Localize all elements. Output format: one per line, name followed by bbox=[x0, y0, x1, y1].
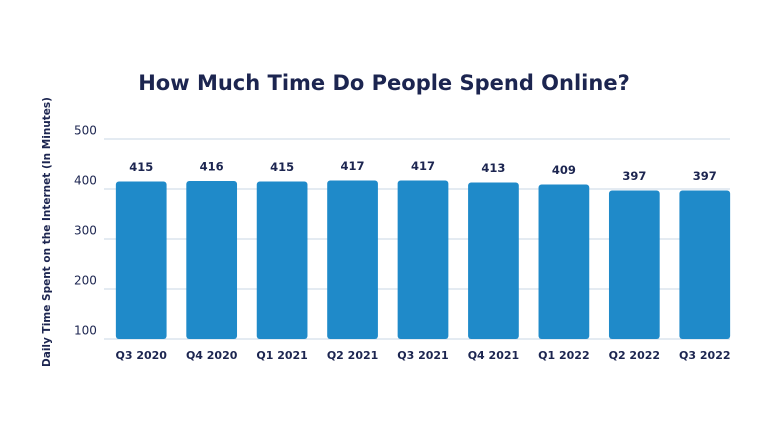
value-label: 397 bbox=[622, 169, 646, 183]
x-tick-label: Q3 2020 bbox=[115, 349, 167, 362]
bar bbox=[186, 181, 238, 339]
bar bbox=[327, 180, 378, 339]
bar bbox=[115, 181, 167, 339]
y-tick-label: 200 bbox=[74, 274, 97, 288]
y-tick-label: 100 bbox=[74, 324, 97, 338]
bar bbox=[538, 184, 590, 339]
bar bbox=[608, 190, 660, 339]
value-label: 409 bbox=[552, 163, 576, 177]
value-label: 415 bbox=[129, 160, 153, 174]
y-axis-label: Daily Time Spent on the Internet (In Min… bbox=[41, 97, 53, 367]
x-tick-label: Q1 2022 bbox=[538, 349, 589, 362]
chart-title: How Much Time Do People Spend Online? bbox=[138, 71, 630, 95]
x-tick-label: Q3 2022 bbox=[679, 349, 730, 362]
y-tick-label: 300 bbox=[74, 224, 97, 238]
value-label: 397 bbox=[693, 169, 717, 183]
value-label: 417 bbox=[411, 159, 435, 173]
bar bbox=[256, 181, 308, 339]
x-tick-label: Q4 2021 bbox=[468, 349, 519, 362]
x-tick-label: Q2 2022 bbox=[609, 349, 660, 362]
value-label: 415 bbox=[270, 160, 294, 174]
y-tick-label: 400 bbox=[74, 174, 97, 188]
y-tick-label: 500 bbox=[74, 124, 97, 138]
x-tick-label: Q1 2021 bbox=[256, 349, 307, 362]
value-label: 413 bbox=[481, 161, 505, 175]
x-tick-label: Q2 2021 bbox=[327, 349, 378, 362]
x-tick-label: Q3 2021 bbox=[397, 349, 448, 362]
value-label: 416 bbox=[200, 160, 224, 174]
value-label: 417 bbox=[341, 159, 365, 173]
x-tick-label: Q4 2020 bbox=[186, 349, 238, 362]
bar bbox=[397, 180, 449, 339]
bar bbox=[679, 190, 731, 339]
bar bbox=[468, 182, 519, 339]
